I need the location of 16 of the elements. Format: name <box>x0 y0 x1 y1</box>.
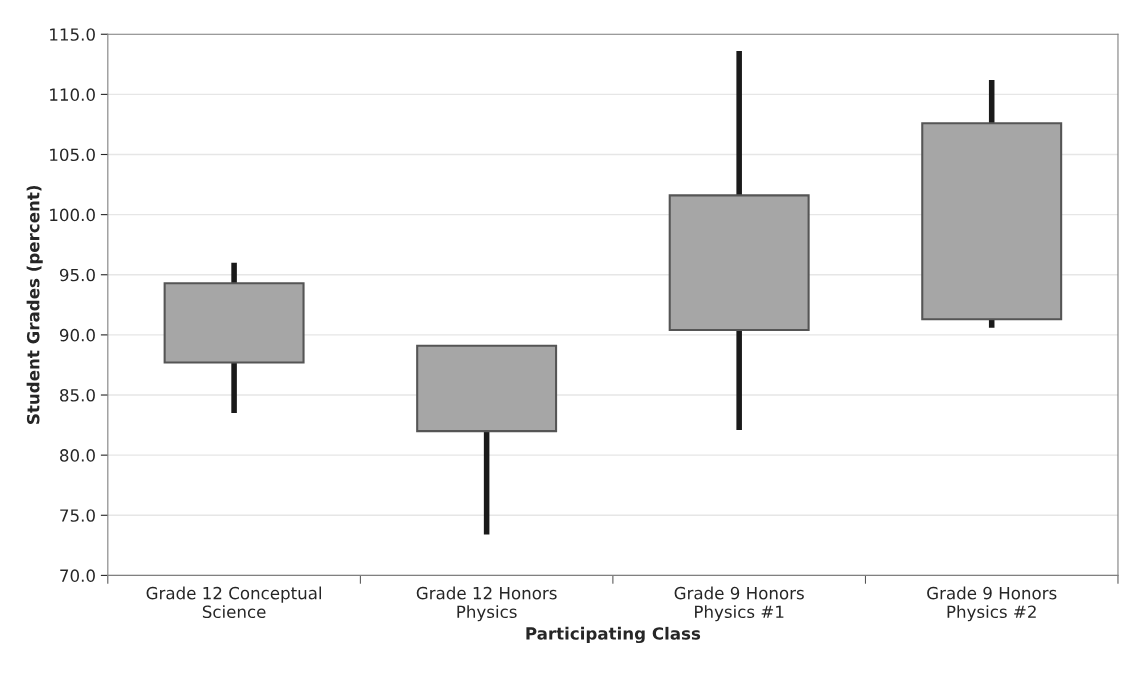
y-tick-label: 105.0 <box>50 148 95 162</box>
y-tick-label: 110.0 <box>50 88 95 101</box>
y-tick-label: 85.0 <box>60 388 95 402</box>
x-tick-label: Grade 9 Honors Physics #1 <box>674 586 804 622</box>
y-tick-label: 80.0 <box>60 449 95 462</box>
x-tick-label: Grade 12 Conceptual Science <box>146 586 322 619</box>
y-tick-label: 75.0 <box>60 509 95 522</box>
y-tick-label: 115.0 <box>50 28 95 41</box>
y-tick-label: 90.0 <box>59 328 95 342</box>
y-tick-label: 70.0 <box>60 569 95 582</box>
x-axis-title: Participating Class <box>526 626 701 644</box>
y-tick-label: 100.0 <box>50 208 95 222</box>
x-tick-label: Grade 12 Honors Physics <box>416 586 557 622</box>
y-axis-title: Student Grades (percent) <box>26 186 43 424</box>
x-tick-label: Grade 9 Honors Physics #2 <box>927 586 1057 622</box>
y-tick-label: 95.0 <box>59 268 95 282</box>
